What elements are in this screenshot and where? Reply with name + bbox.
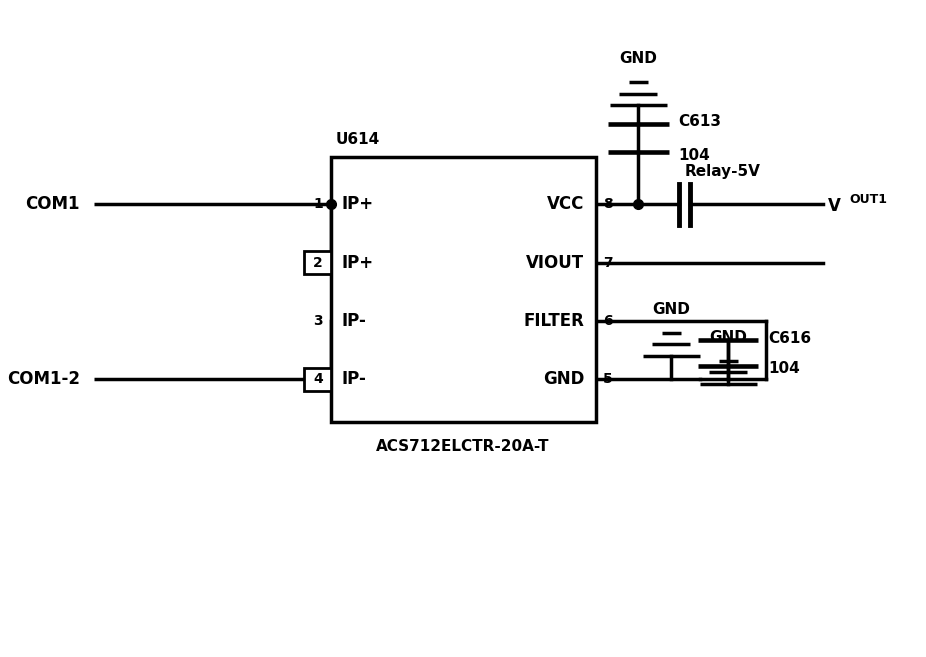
Text: OUT1: OUT1 xyxy=(849,193,887,206)
Text: 2: 2 xyxy=(313,256,323,270)
Text: GND: GND xyxy=(653,302,690,317)
Text: IP+: IP+ xyxy=(342,195,374,214)
Text: U614: U614 xyxy=(335,132,380,147)
Text: 7: 7 xyxy=(603,256,613,270)
Text: GND: GND xyxy=(543,371,584,388)
Text: C616: C616 xyxy=(768,330,811,346)
Text: GND: GND xyxy=(619,51,657,66)
Text: 104: 104 xyxy=(678,148,709,162)
Text: ACS712ELCTR-20A-T: ACS712ELCTR-20A-T xyxy=(376,439,550,454)
Text: V: V xyxy=(828,197,841,215)
Text: IP+: IP+ xyxy=(342,254,374,272)
Text: FILTER: FILTER xyxy=(523,312,584,330)
Text: GND: GND xyxy=(709,330,747,345)
Bar xyxy=(304,368,331,391)
Text: COM1: COM1 xyxy=(25,195,80,214)
Text: 4: 4 xyxy=(313,373,323,386)
Text: 8: 8 xyxy=(603,197,613,212)
Text: 5: 5 xyxy=(603,373,613,386)
Text: 104: 104 xyxy=(768,361,800,376)
Text: VCC: VCC xyxy=(547,195,584,214)
Text: IP-: IP- xyxy=(342,312,367,330)
Text: 6: 6 xyxy=(603,314,613,328)
Text: VIOUT: VIOUT xyxy=(526,254,584,272)
Bar xyxy=(331,156,595,422)
Text: 1: 1 xyxy=(313,197,323,212)
Text: 3: 3 xyxy=(313,314,323,328)
Text: COM1-2: COM1-2 xyxy=(6,371,80,388)
Text: C613: C613 xyxy=(678,114,721,129)
Bar xyxy=(304,252,331,274)
Text: IP-: IP- xyxy=(342,371,367,388)
Text: Relay-5V: Relay-5V xyxy=(684,164,760,179)
